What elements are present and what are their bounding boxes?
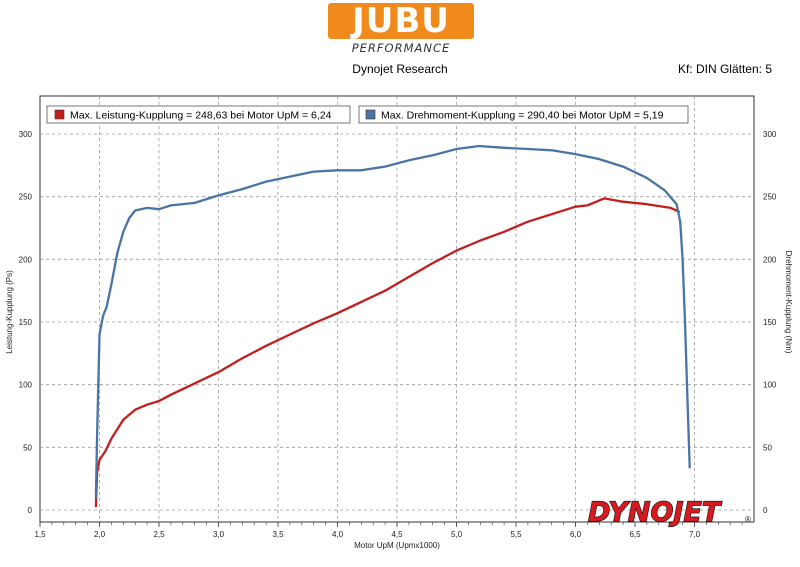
dynojet-watermark: DYNOJET ® (587, 496, 751, 528)
legend-label-power: Max. Leistung-Kupplung = 248,63 bei Moto… (70, 110, 332, 122)
y-tick-label-right: 250 (763, 193, 777, 202)
y-tick-label-right: 300 (763, 130, 777, 139)
legend-swatch-torque (365, 109, 376, 120)
y-tick-label-left: 0 (28, 506, 33, 515)
legend-swatch-power (54, 109, 65, 120)
legend-label-torque: Max. Drehmoment-Kupplung = 290,40 bei Mo… (381, 110, 664, 122)
y-tick-label-right: 100 (763, 381, 777, 390)
x-tick-label: 4,0 (332, 530, 344, 539)
logo-subtext: PERFORMANCE (351, 41, 451, 55)
torque-line (94, 144, 691, 499)
x-tick-label: 2,0 (94, 530, 106, 539)
axis-ticks: 1,5 2,0 2,5 3,0 3,5 4,0 4,5 5,0 5,5 6,0 6,5 7,0 0 0 50… (19, 130, 777, 539)
y-tick-label-right: 150 (763, 318, 777, 327)
x-tick-label: 3,5 (272, 530, 284, 539)
grid-lines (40, 96, 754, 522)
legend-item-torque (358, 105, 689, 124)
y-axis-left-label: Leistung-Kupplung (Ps) (5, 270, 14, 354)
filter-label: Kf: DIN Glätten: 5 (677, 62, 772, 76)
x-tick-label: 7,0 (689, 530, 701, 539)
x-tick-label: 2,5 (153, 530, 165, 539)
y-tick-label-right: 0 (763, 506, 768, 515)
y-tick-label-left: 200 (19, 255, 33, 264)
x-tick-label: 6,5 (629, 530, 641, 539)
jubu-logo: JUBU PERFORMANCE (328, 3, 474, 55)
series-lines (94, 144, 691, 508)
x-axis-label: Motor UpM (Upmx1000) (354, 541, 440, 550)
x-tick-label: 3,0 (213, 530, 225, 539)
x-tick-label: 4,5 (391, 530, 403, 539)
power-line (94, 197, 681, 508)
y-axis-right-label: Drehmoment-Kupplung (Nm) (784, 251, 793, 354)
logo-badge: JUBU (328, 3, 474, 39)
legend-item-power (46, 105, 351, 124)
legend: Max. Leistung-Kupplung = 248,63 bei Moto… (46, 105, 689, 124)
x-tick-label: 5,5 (510, 530, 522, 539)
x-tick-label: 5,0 (451, 530, 463, 539)
x-tick-label: 1,5 (34, 530, 46, 539)
y-tick-label-left: 250 (19, 193, 33, 202)
registered-mark: ® (745, 515, 751, 524)
y-tick-label-left: 100 (19, 381, 33, 390)
x-tick-label: 6,0 (570, 530, 582, 539)
dynojet-logo-text: DYNOJET (588, 497, 723, 528)
y-tick-label-left: 300 (19, 130, 33, 139)
y-tick-label-right: 50 (763, 443, 772, 452)
y-tick-label-right: 200 (763, 255, 777, 264)
y-tick-label-left: 50 (23, 443, 32, 452)
logo-text: JUBU (352, 1, 450, 41)
y-tick-label-left: 150 (19, 318, 33, 327)
chart-subtitle: Dynojet Research (352, 62, 448, 76)
